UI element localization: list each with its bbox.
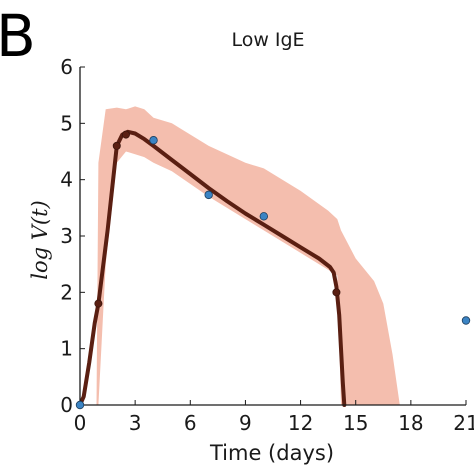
points-layer: [75, 130, 471, 410]
observation-point: [75, 400, 85, 410]
x-tick-label: 3: [129, 411, 142, 435]
x-tick-label: 9: [239, 411, 252, 435]
y-tick-label: 1: [60, 337, 73, 361]
x-tick-label: 18: [398, 411, 423, 435]
x-tick-label: 15: [343, 411, 368, 435]
x-tick-label: 12: [288, 411, 313, 435]
chart-title: Low IgE: [231, 29, 304, 51]
panel-label: B: [0, 2, 36, 70]
confidence-band-layer: [96, 106, 400, 406]
y-tick-label: 4: [60, 168, 73, 192]
observation-point: [204, 190, 213, 200]
model-point: [332, 288, 341, 297]
y-tick-label: 5: [60, 111, 73, 135]
y-tick-label: 6: [60, 55, 73, 79]
y-tick-label: 0: [60, 393, 73, 417]
model-point: [94, 299, 103, 308]
observation-point: [461, 316, 471, 325]
observation-point: [149, 136, 158, 145]
x-tick-label: 6: [184, 411, 197, 435]
model-point: [112, 141, 121, 150]
y-tick-label: 2: [60, 280, 73, 304]
y-axis-label: log V(t): [28, 200, 52, 279]
model-point: [121, 130, 130, 139]
confidence-band: [96, 106, 400, 406]
model-curve-layer: [78, 129, 347, 407]
y-tick-label: 3: [60, 224, 73, 248]
x-tick-label: 21: [453, 411, 474, 435]
model-curve-line: [78, 129, 347, 407]
observation-point: [259, 212, 269, 221]
x-axis-label: Time (days): [209, 441, 334, 465]
x-tick-label: 0: [74, 411, 87, 435]
